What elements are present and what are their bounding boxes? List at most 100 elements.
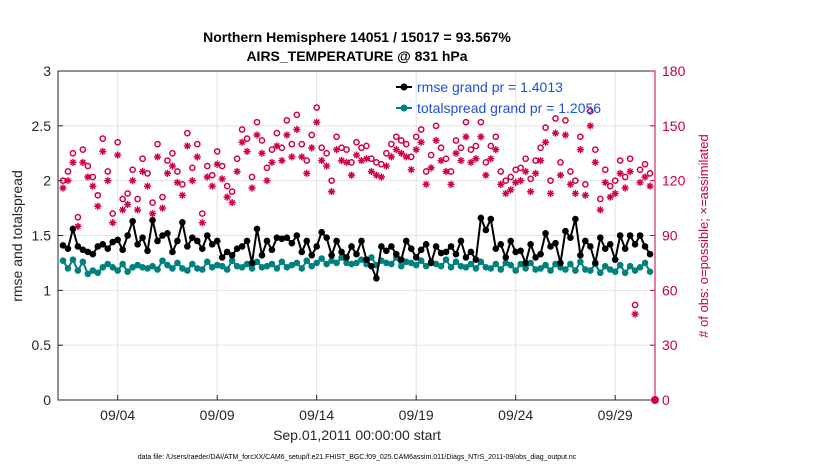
- x-tick-label: 09/09: [200, 407, 235, 423]
- obs-assimilated-point: [512, 178, 520, 187]
- obs-possible-point: [432, 122, 440, 130]
- rmse-point: [522, 259, 529, 267]
- obs-possible-point: [159, 193, 166, 201]
- obs-assimilated-point: [472, 155, 480, 163]
- obs-possible-point: [258, 137, 266, 144]
- totalspread-point: [477, 258, 485, 266]
- obs-possible-point: [502, 177, 510, 185]
- totalspread-point: [203, 258, 211, 266]
- obs-possible-point: [507, 173, 515, 181]
- obs-possible-point: [124, 190, 132, 197]
- rmse-point: [477, 214, 485, 222]
- obs-assimilated-point: [258, 149, 266, 157]
- obs-assimilated-point: [362, 155, 371, 163]
- obs-possible-point: [313, 104, 321, 111]
- obs-assimilated-point: [303, 169, 311, 177]
- totalspread-point: [402, 258, 410, 266]
- totalspread-point: [144, 265, 151, 272]
- totalspread-point: [348, 260, 355, 268]
- obs-assimilated-point: [193, 153, 201, 161]
- totalspread-point: [184, 267, 191, 274]
- obs-possible-point: [248, 173, 256, 181]
- obs-possible-point: [402, 140, 410, 148]
- obs-possible-point: [198, 210, 206, 217]
- obs-possible-point: [601, 166, 609, 174]
- right-axis-ticks: 0 30 60 90 120 150 180: [650, 63, 686, 408]
- rmse-point: [537, 250, 544, 258]
- rmse-point: [328, 251, 335, 259]
- obs-assimilated-point: [566, 180, 575, 188]
- obs-possible-point: [616, 157, 624, 164]
- obs-possible-point: [253, 118, 261, 126]
- totalspread-point: [343, 259, 350, 267]
- totalspread-point: [587, 267, 594, 274]
- obs-possible-point: [452, 137, 460, 144]
- x-axis-ticks: 09/04 09/09 09/14 09/19 09/24 09/29: [100, 395, 633, 423]
- obs-possible-point: [283, 117, 291, 124]
- obs-possible-point: [492, 133, 500, 141]
- rmse-point: [606, 240, 614, 248]
- rmse-point: [557, 259, 564, 267]
- obs-possible-point: [383, 149, 390, 157]
- y2-tick-label: 180: [662, 63, 686, 79]
- obs-assimilated-point: [382, 162, 390, 170]
- y2-tick-label: 60: [662, 282, 678, 298]
- obs-possible-point: [582, 180, 589, 188]
- totalspread-point: [159, 257, 166, 265]
- obs-possible-point: [174, 168, 181, 175]
- obs-assimilated-point: [138, 167, 147, 176]
- totalspread-point: [223, 266, 231, 273]
- rmse-point: [338, 248, 345, 256]
- obs-possible-point: [308, 131, 316, 139]
- totalspread-point: [472, 265, 480, 272]
- obs-assimilated-point: [104, 177, 112, 185]
- rmse-point: [198, 245, 206, 252]
- totalspread-point: [512, 267, 519, 274]
- obs-assimilated-point: [432, 136, 440, 145]
- rmse-point: [393, 250, 400, 258]
- obs-assimilated-point: [318, 156, 326, 165]
- totalspread-point: [198, 266, 206, 273]
- obs-assimilated-point: [417, 138, 425, 146]
- rmse-point: [646, 250, 654, 258]
- totalspread-point: [179, 265, 186, 272]
- rmse-point: [184, 243, 191, 250]
- obs-assimilated-point: [492, 145, 500, 154]
- obs-assimilated-point: [298, 153, 306, 161]
- obs-possible-point: [323, 149, 330, 157]
- rmse-point: [601, 245, 609, 252]
- rmse-point: [562, 227, 569, 235]
- obs-assimilated-point: [452, 149, 460, 157]
- y-axis-label: rmse and totalspread: [9, 170, 25, 302]
- obs-possible-point: [437, 144, 445, 152]
- totalspread-point: [383, 259, 390, 267]
- totalspread-point: [253, 258, 261, 266]
- obs-assimilated-point: [581, 191, 589, 199]
- rmse-point: [631, 240, 639, 248]
- rmse-point: [626, 232, 634, 239]
- totalspread-point: [303, 257, 311, 265]
- obs-possible-point: [552, 115, 559, 122]
- obs-possible-point: [188, 164, 196, 172]
- rmse-point: [467, 248, 475, 256]
- obs-assimilated-point: [457, 156, 465, 165]
- totalspread-point: [547, 267, 554, 274]
- obs-assimilated-point: [532, 169, 540, 177]
- obs-possible-point: [387, 140, 395, 148]
- obs-possible-point: [621, 173, 629, 181]
- rmse-point: [447, 243, 455, 250]
- obs-possible-point: [149, 199, 156, 206]
- obs-possible-point: [154, 140, 161, 148]
- rmse-point: [79, 246, 87, 254]
- rmse-point: [318, 228, 325, 236]
- totalspread-point: [527, 259, 534, 267]
- obs-possible-point: [522, 155, 530, 163]
- obs-assimilated-point: [163, 169, 172, 177]
- obs-possible-point: [606, 182, 614, 190]
- obs-assimilated-point: [248, 184, 256, 192]
- y-tick-label: 3: [43, 63, 51, 79]
- y-tick-label: 1: [43, 282, 51, 298]
- rmse-point: [213, 237, 221, 245]
- totalspread-point: [467, 260, 475, 268]
- rmse-point: [313, 243, 321, 250]
